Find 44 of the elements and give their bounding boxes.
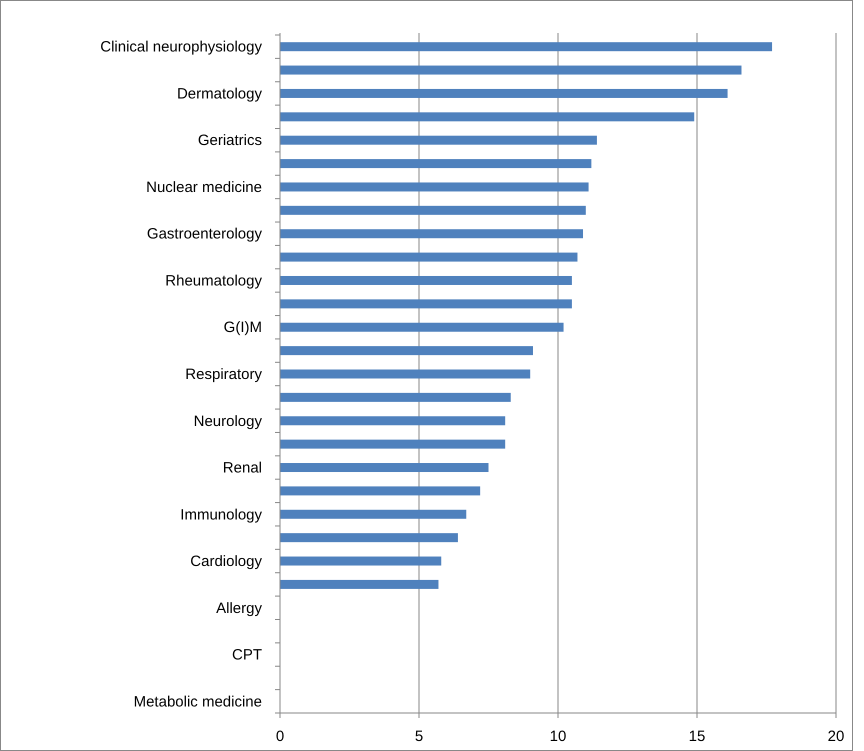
y-tick-label: Clinical neurophysiology (100, 38, 262, 56)
bar (280, 159, 592, 168)
bar (280, 533, 458, 542)
y-tick-label: Respiratory (185, 366, 262, 383)
bar (280, 112, 694, 122)
x-tick-label: 5 (414, 728, 424, 745)
bar (280, 299, 572, 308)
bar (280, 182, 589, 192)
bar (280, 392, 511, 402)
y-tick-label: Cardiology (190, 553, 262, 570)
x-tick-label: 0 (276, 728, 284, 745)
bar (280, 346, 533, 356)
y-tick-label: Geriatrics (198, 132, 262, 150)
bar (280, 370, 530, 378)
bar (280, 416, 506, 426)
x-tick-label: 20 (828, 728, 844, 745)
y-tick-label: Immunology (180, 506, 262, 524)
y-tick-label: Gastroenterology (146, 226, 262, 243)
bar (280, 252, 578, 262)
y-tick-label: Neurology (194, 412, 262, 430)
bar (280, 88, 728, 98)
bar (280, 580, 438, 589)
y-tick-label: Dermatology (176, 85, 262, 102)
bar (280, 229, 584, 238)
y-tick-label: Rheumatology (165, 272, 262, 290)
y-tick-label: CPT (232, 646, 262, 664)
bar (280, 276, 572, 285)
bar (280, 510, 466, 519)
y-tick-label: Allergy (216, 600, 262, 617)
y-tick-label: Renal (222, 460, 262, 477)
x-tick-label: 10 (550, 728, 566, 745)
bar (280, 206, 586, 215)
bar (280, 136, 597, 145)
y-tick-label: Nuclear medicine (146, 178, 262, 196)
bar (280, 486, 480, 496)
y-tick-label: Metabolic medicine (134, 693, 262, 710)
bar (280, 440, 506, 449)
y-tick-label: G(I)M (224, 319, 262, 336)
bar (280, 556, 442, 566)
x-tick-label: 15 (688, 728, 706, 745)
bar (280, 322, 564, 332)
bar (280, 463, 488, 472)
bar (280, 42, 772, 52)
bar (280, 66, 742, 75)
